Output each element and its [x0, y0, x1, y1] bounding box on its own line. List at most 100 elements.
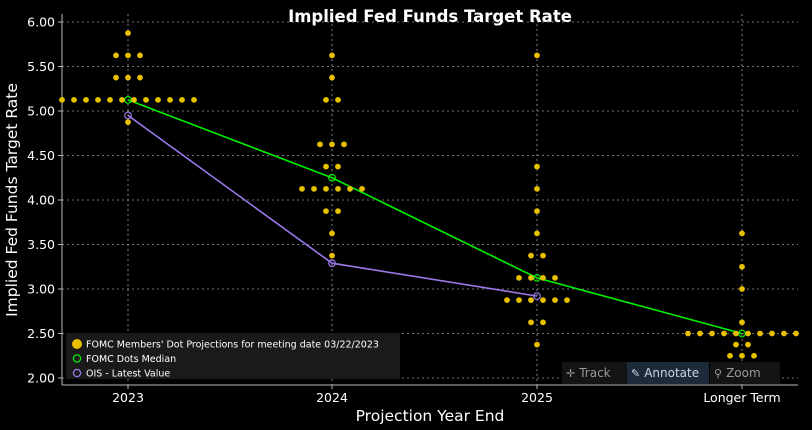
pencil-icon: ✎ [631, 366, 641, 380]
dot-projection-point [329, 74, 335, 81]
dot-projections [59, 30, 799, 359]
dot-projection-point [504, 297, 510, 304]
dot-projection-point [528, 274, 534, 281]
series-line [127, 114, 538, 297]
x-tick-label: 2025 [521, 390, 553, 405]
dot-projection-point [534, 230, 540, 237]
dot-projection-point [329, 230, 335, 237]
dot-projection-point [709, 330, 715, 337]
dot-projection-point [119, 96, 125, 103]
dot-projection-point [155, 96, 161, 103]
dot-projection-point [59, 96, 65, 103]
x-tick-label: 2024 [316, 390, 348, 405]
dot-projection-point [317, 141, 323, 148]
dot-projection-point [739, 352, 745, 359]
dot-projection-point [757, 330, 763, 337]
dot-projection-point [727, 352, 733, 359]
dot-projection-point [113, 74, 119, 81]
dot-projection-point [335, 185, 341, 192]
dot-projection-point [335, 96, 341, 103]
x-axis-label: Projection Year End [356, 407, 505, 425]
dot-projection-point [733, 330, 739, 337]
dot-projection-point [745, 330, 751, 337]
dot-projection-point [311, 185, 317, 192]
x-tick-label: 2023 [112, 390, 144, 405]
zoom-button[interactable]: ⚲ Zoom [710, 362, 780, 384]
magnifier-icon: ⚲ [714, 366, 723, 380]
dot-projection-point [359, 185, 365, 192]
dot-projection-point [540, 274, 546, 281]
dot-projection-point [528, 319, 534, 326]
dot-projection-point [540, 252, 546, 259]
y-tick-label: 3.50 [27, 237, 55, 252]
dot-projection-point [191, 96, 197, 103]
chart-text: 2.00 2.50 3.00 3.50 4.00 4.50 5.00 5.50 6.00 2023… [3, 7, 781, 425]
dot-projection-point [335, 208, 341, 215]
series-line [127, 99, 743, 335]
dot-projection-point [697, 330, 703, 337]
dot-projection-point [552, 297, 558, 304]
legend-label: FOMC Dots Median [86, 354, 176, 365]
series-lines [124, 95, 746, 338]
dot-projection-point [564, 297, 570, 304]
dot-projection-point [323, 96, 329, 103]
legend-marker [72, 339, 82, 349]
dot-projection-point [71, 96, 77, 103]
x-tick-label: Longer Term [703, 390, 780, 405]
axes [58, 14, 798, 389]
dot-projection-point [534, 341, 540, 348]
dot-projection-point [137, 52, 143, 59]
dot-projection-point [739, 286, 745, 292]
dot-projection-point [516, 274, 522, 281]
dot-projection-point [323, 163, 329, 170]
legend-label: OIS - Latest Value [86, 369, 170, 380]
dot-projection-point [781, 330, 787, 337]
y-tick-label: 6.00 [27, 15, 55, 30]
dot-projection-point [341, 141, 347, 148]
dot-projection-point [323, 208, 329, 215]
legend: FOMC Members' Dot Projections for meetin… [66, 333, 400, 380]
annotate-button[interactable]: ✎ Annotate [627, 362, 709, 384]
dot-projection-point [107, 96, 113, 103]
annotate-label: Annotate [644, 366, 700, 380]
dot-projection-point [335, 163, 341, 170]
dot-projection-point [329, 252, 335, 259]
y-axis-label: Implied Fed Funds Target Rate [3, 83, 21, 317]
dot-projection-point [131, 96, 137, 103]
dot-projection-point [793, 330, 799, 337]
dot-projection-point [299, 185, 305, 192]
dot-projection-point [329, 52, 335, 59]
dot-projection-point [739, 319, 745, 326]
dot-projection-point [540, 297, 546, 304]
series-point [328, 259, 336, 268]
dot-projection-point [721, 330, 727, 337]
dot-projection-point [516, 297, 522, 304]
dot-projection-point [83, 96, 89, 103]
chart-title: Implied Fed Funds Target Rate [288, 7, 572, 26]
dot-projection-point [739, 263, 745, 270]
dot-projection-point [125, 74, 131, 81]
dot-projection-point [685, 330, 691, 337]
dot-projection-point [137, 74, 143, 81]
y-tick-label: 2.00 [27, 371, 55, 386]
track-button[interactable]: ✛ Track [562, 362, 628, 384]
dot-projection-point [534, 163, 540, 170]
dot-projection-point [329, 141, 335, 148]
y-tick-label: 5.00 [27, 104, 55, 119]
series-point [124, 111, 132, 120]
grid [62, 14, 798, 385]
dot-projection-point [739, 230, 745, 237]
track-label: Track [579, 366, 611, 380]
y-tick-label: 5.50 [27, 59, 55, 74]
legend-marker [72, 368, 82, 378]
legend-label: FOMC Members' Dot Projections for meetin… [86, 340, 379, 351]
y-tick-label: 4.50 [27, 148, 55, 163]
dot-projection-point [769, 330, 775, 337]
y-tick-label: 3.00 [27, 282, 55, 297]
series-point [328, 173, 336, 182]
dot-projection-point [534, 52, 540, 59]
legend-marker [72, 354, 82, 363]
crosshair-icon: ✛ [566, 366, 576, 380]
dot-projection-point [528, 297, 534, 304]
